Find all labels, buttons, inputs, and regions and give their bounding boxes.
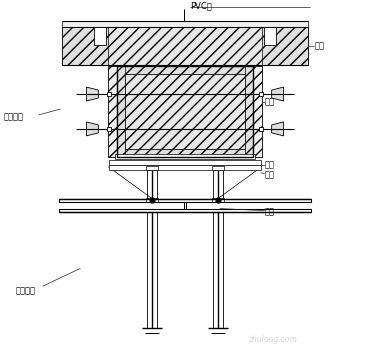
- Bar: [117, 66, 253, 157]
- Text: zhulong.com: zhulong.com: [248, 335, 297, 344]
- Bar: [107, 92, 111, 96]
- Bar: [107, 127, 111, 131]
- Polygon shape: [272, 122, 283, 136]
- Text: 工字钢打: 工字钢打: [16, 287, 36, 296]
- Bar: [117, 66, 253, 74]
- Text: 对拉螺栓: 对拉螺栓: [4, 112, 24, 121]
- Bar: [146, 198, 158, 201]
- Bar: [59, 209, 312, 211]
- Bar: [62, 27, 308, 65]
- Text: 方木: 方木: [265, 170, 275, 179]
- Bar: [62, 27, 108, 65]
- Polygon shape: [272, 87, 283, 101]
- Bar: [59, 199, 312, 201]
- Bar: [212, 198, 224, 201]
- Bar: [109, 165, 261, 170]
- Bar: [262, 27, 308, 65]
- Bar: [94, 27, 106, 45]
- Bar: [253, 66, 262, 157]
- Bar: [146, 166, 158, 170]
- Polygon shape: [86, 122, 98, 136]
- Bar: [62, 21, 308, 27]
- Bar: [212, 166, 224, 170]
- Text: 坯木: 坯木: [265, 98, 275, 106]
- Bar: [184, 201, 187, 209]
- Bar: [259, 127, 263, 131]
- Bar: [117, 66, 125, 157]
- Bar: [125, 74, 245, 149]
- Bar: [264, 27, 276, 45]
- Bar: [117, 149, 253, 157]
- Bar: [245, 66, 253, 157]
- Bar: [115, 154, 255, 159]
- Polygon shape: [86, 87, 98, 101]
- Bar: [259, 92, 263, 96]
- Bar: [108, 66, 117, 157]
- Text: 方木: 方木: [265, 207, 275, 216]
- Text: 方木: 方木: [315, 42, 325, 51]
- Text: 方木: 方木: [265, 160, 275, 169]
- Text: PVC管: PVC管: [190, 1, 212, 10]
- Bar: [109, 160, 261, 165]
